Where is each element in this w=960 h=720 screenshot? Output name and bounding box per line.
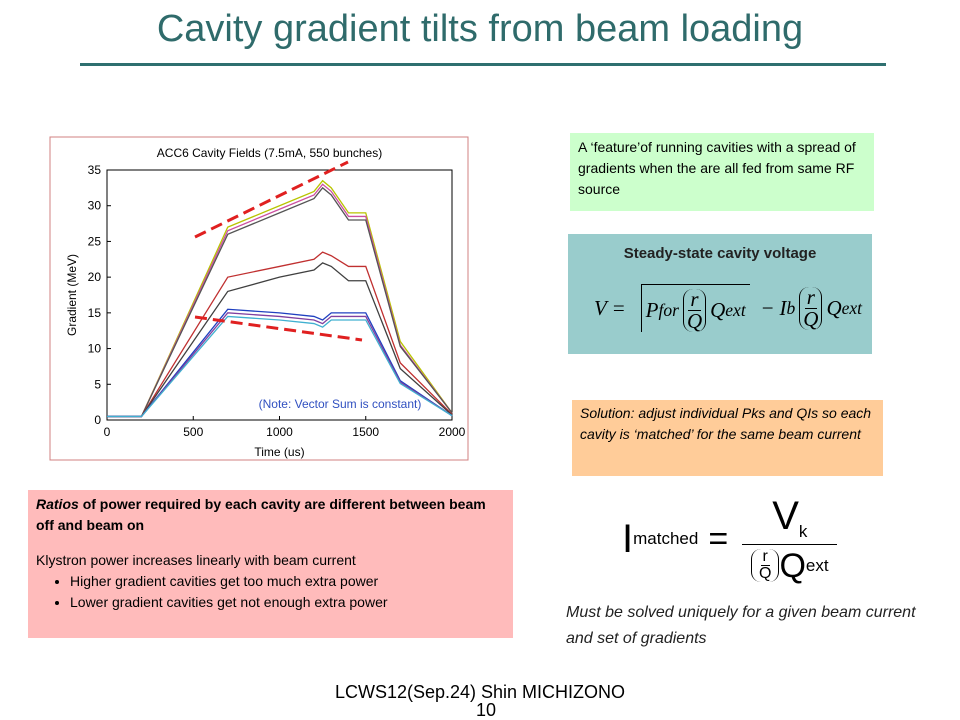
solution-text: Solution: adjust individual Pks and QIs … (580, 405, 872, 442)
slide-title: Cavity gradient tilts from beam loading (156, 8, 804, 50)
f-sym: Q (710, 298, 726, 322)
f-sym: ext (805, 556, 829, 576)
series-line (107, 262, 453, 418)
f-sym: = (708, 519, 729, 558)
f-sym: Q (758, 565, 772, 583)
series-line (107, 308, 453, 418)
solution-box: Solution: adjust individual Pks and QIs … (572, 400, 883, 476)
y-tick-label: 25 (88, 234, 102, 248)
y-tick-label: 10 (88, 342, 102, 356)
trend-dash (194, 160, 349, 239)
x-tick-label: 0 (104, 425, 111, 439)
y-tick-label: 15 (88, 306, 102, 320)
series-line (107, 186, 453, 418)
y-axis-label: Gradient (MeV) (65, 254, 79, 336)
f-sym: r (760, 548, 770, 567)
f-sym: V (594, 295, 607, 320)
y-tick-label: 30 (88, 199, 102, 213)
ratio-box: Ratios of power required by each cavity … (28, 490, 513, 638)
f-sym: ext (725, 300, 746, 320)
f-sym: P (645, 298, 659, 322)
title-rule (80, 63, 886, 66)
f-sym: k (798, 521, 808, 541)
f-sym: r (688, 287, 701, 311)
feature-text: A ‘feature’of running cavities with a sp… (578, 139, 856, 197)
x-tick-label: 500 (183, 425, 203, 439)
trend-dash (194, 315, 363, 342)
x-tick-label: 1000 (266, 425, 293, 439)
f-sym: = (612, 295, 625, 320)
ratio-bullet: Higher gradient cavities get too much ex… (70, 571, 505, 592)
page-number: 10 (476, 700, 497, 720)
footer: LCWS12(Sep.24) Shin MICHIZONO (334, 682, 626, 702)
voltage-title: Steady-state cavity voltage (623, 245, 817, 262)
y-tick-label: 0 (94, 413, 101, 427)
y-tick-label: 35 (88, 163, 102, 177)
series-line (107, 315, 453, 418)
f-sym: I (779, 295, 787, 320)
y-tick-label: 20 (88, 270, 102, 284)
series-line (107, 179, 453, 418)
f-sym: V (772, 494, 799, 538)
f-num: Vk (742, 494, 838, 545)
f-sym: Q (779, 546, 806, 585)
f-sym: Q (826, 295, 842, 320)
note: Must be solved uniquely for a given beam… (566, 604, 916, 647)
ratio-heading-text: of power required by each cavity are dif… (36, 496, 486, 533)
f-sym: I (622, 516, 634, 561)
series-line (107, 183, 453, 418)
x-tick-label: 2000 (439, 425, 466, 439)
f-sym: for (658, 300, 679, 320)
ratio-line: Klystron power increases linearly with b… (36, 552, 356, 568)
ratio-bullets: Higher gradient cavities get too much ex… (36, 571, 505, 613)
chart-annotation: (Note: Vector Sum is constant) (259, 397, 422, 411)
f-sym: − (761, 295, 774, 320)
f-sym: ext (841, 297, 863, 318)
ratio-heading: Ratios of power required by each cavity … (36, 494, 505, 536)
series-line (107, 312, 453, 418)
f-sym: Q (686, 309, 703, 333)
ratio-lead: Ratios (36, 496, 79, 512)
f-sym: Q (803, 306, 819, 331)
f-sym: r (804, 284, 817, 309)
f-sym: matched (633, 529, 699, 549)
x-tick-label: 1500 (352, 425, 379, 439)
chart-title: ACC6 Cavity Fields (7.5mA, 550 bunches) (157, 146, 382, 160)
x-axis-label: Time (us) (254, 445, 304, 459)
ratio-bullet: Lower gradient cavities get not enough e… (70, 592, 505, 613)
series-line (107, 251, 453, 418)
f-sym: b (786, 297, 796, 318)
feature-box: A ‘feature’of running cavities with a sp… (570, 133, 874, 211)
y-tick-label: 5 (94, 377, 101, 391)
